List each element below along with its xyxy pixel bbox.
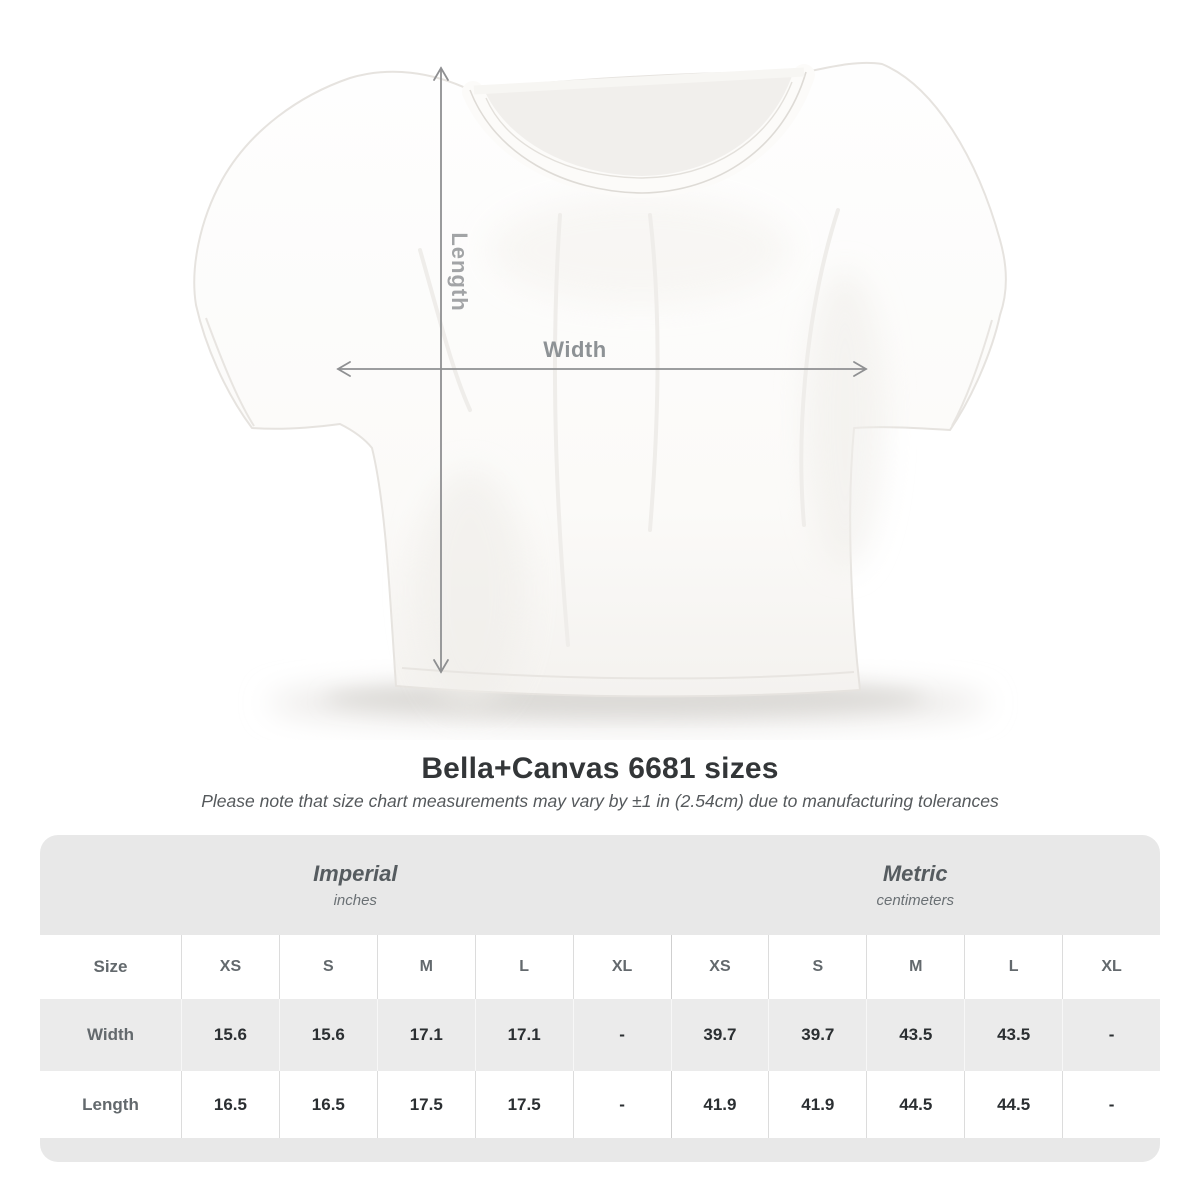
imperial-header: Imperial inches — [40, 835, 671, 935]
column-header: S — [768, 935, 867, 999]
column-header: M — [376, 935, 475, 999]
length-arrowhead-top — [433, 66, 449, 81]
collar-band-outer-edge — [469, 71, 807, 194]
length-row-label: Length — [40, 1071, 181, 1138]
column-header: M — [866, 935, 965, 999]
shirt-image: Length Width — [193, 61, 1007, 727]
page-subtitle: Please note that size chart measurements… — [201, 791, 999, 811]
metric-label: Metric — [882, 861, 948, 887]
width-arrowhead-right — [853, 361, 868, 377]
column-header: S — [278, 935, 377, 999]
width-value: 15.6 — [278, 999, 377, 1071]
shading-left — [415, 470, 525, 710]
width-arrowhead-left — [336, 361, 351, 377]
width-value: 39.7 — [670, 999, 769, 1071]
table-footer — [40, 1138, 1160, 1162]
size-table: Imperial inches Metric centimeters Size … — [40, 835, 1160, 1162]
length-value: 44.5 — [866, 1071, 965, 1138]
measurement-arrows — [336, 66, 868, 674]
width-value: 39.7 — [768, 999, 867, 1071]
length-value: 16.5 — [278, 1071, 377, 1138]
length-value: 16.5 — [181, 1071, 279, 1138]
length-value: 41.9 — [768, 1071, 867, 1138]
shirt-body — [193, 61, 1007, 698]
collar-band-inner-edge — [485, 81, 793, 179]
collar-band — [462, 64, 815, 199]
width-label: Width — [543, 337, 606, 362]
imperial-sublabel: inches — [333, 891, 377, 909]
seam-lines — [205, 317, 993, 680]
length-arrowhead-bottom — [433, 659, 449, 674]
length-value: 44.5 — [964, 1071, 1063, 1138]
length-value: 17.5 — [474, 1071, 573, 1138]
width-value: 17.1 — [376, 999, 475, 1071]
width-row-label: Width — [40, 999, 181, 1071]
column-header: XL — [1062, 935, 1160, 999]
column-header: XS — [670, 935, 769, 999]
shirt-diagram: Length Width — [193, 61, 1007, 727]
page-title: Bella+Canvas 6681 sizes — [421, 752, 779, 785]
metric-header: Metric centimeters — [670, 835, 1160, 935]
length-value: - — [1062, 1071, 1160, 1138]
length-value: - — [572, 1071, 671, 1138]
column-header: L — [964, 935, 1063, 999]
width-value: 43.5 — [964, 999, 1063, 1071]
metric-sublabel: centimeters — [876, 891, 955, 909]
width-value: 17.1 — [474, 999, 573, 1071]
shading-right — [805, 270, 885, 570]
shading-chest — [490, 195, 790, 305]
size-header-cell: Size — [40, 935, 181, 999]
column-header: L — [474, 935, 573, 999]
width-value: - — [1062, 999, 1160, 1071]
column-header: XS — [181, 935, 279, 999]
width-value: 43.5 — [866, 999, 965, 1071]
width-value: - — [572, 999, 671, 1071]
column-header: XL — [572, 935, 671, 999]
width-value: 15.6 — [181, 999, 279, 1071]
length-value: 17.5 — [376, 1071, 475, 1138]
length-label: Length — [447, 232, 472, 311]
length-value: 41.9 — [670, 1071, 769, 1138]
collar-back — [473, 67, 805, 95]
imperial-label: Imperial — [313, 861, 398, 887]
